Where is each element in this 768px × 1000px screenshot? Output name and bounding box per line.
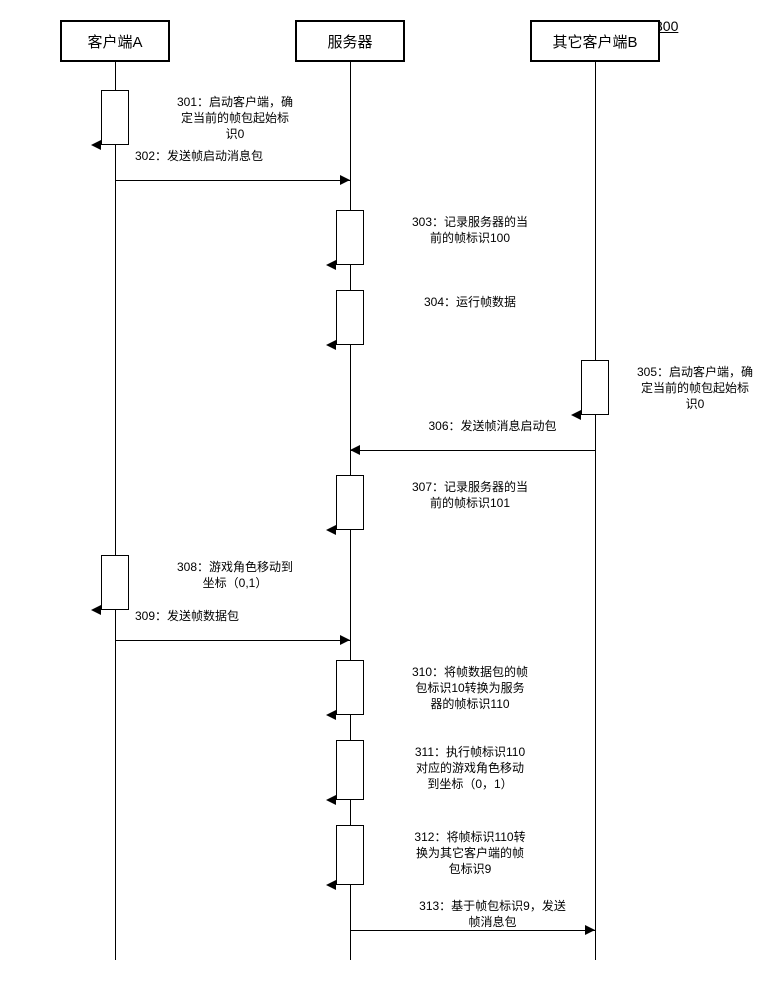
msg-312-label: 312：将帧标识110转 换为其它客户端的帧 包标识9 <box>395 829 545 878</box>
msg-301-label: 301：启动客户端，确 定当前的帧包起始标 识0 <box>160 94 310 143</box>
participant-B: 其它客户端B <box>530 20 660 62</box>
msg-313-label: 313：基于帧包标识9，发送 帧消息包 <box>393 898 593 930</box>
msg-303-arrow <box>326 260 336 270</box>
msg-301-arrow <box>91 140 101 150</box>
msg-310-arrow <box>326 710 336 720</box>
msg-304-arrow <box>326 340 336 350</box>
activation-2 <box>336 290 364 345</box>
participant-S: 服务器 <box>295 20 405 62</box>
msg-311-arrow <box>326 795 336 805</box>
msg-306-head <box>350 445 360 455</box>
msg-302-line <box>115 180 350 181</box>
activation-5 <box>101 555 129 610</box>
sequence-diagram: 300客户端A服务器其它客户端B301：启动客户端，确 定当前的帧包起始标 识0… <box>0 0 768 1000</box>
msg-308-arrow <box>91 605 101 615</box>
msg-307-label: 307：记录服务器的当 前的帧标识101 <box>395 479 545 511</box>
lifeline-A <box>115 62 116 960</box>
participant-A: 客户端A <box>60 20 170 62</box>
msg-306-line <box>350 450 595 451</box>
msg-309-label: 309：发送帧数据包 <box>135 608 335 624</box>
msg-303-label: 303：记录服务器的当 前的帧标识100 <box>395 214 545 246</box>
activation-0 <box>101 90 129 145</box>
activation-6 <box>336 660 364 715</box>
lifeline-B <box>595 62 596 960</box>
msg-302-head <box>340 175 350 185</box>
activation-1 <box>336 210 364 265</box>
msg-307-arrow <box>326 525 336 535</box>
msg-310-label: 310：将帧数据包的帧 包标识10转换为服务 器的帧标识110 <box>395 664 545 713</box>
msg-302-label: 302：发送帧启动消息包 <box>135 148 335 164</box>
msg-308-label: 308：游戏角色移动到 坐标（0,1） <box>160 559 310 591</box>
msg-305-label: 305：启动客户端，确 定当前的帧包起始标 识0 <box>625 364 765 413</box>
msg-309-head <box>340 635 350 645</box>
activation-8 <box>336 825 364 885</box>
activation-4 <box>336 475 364 530</box>
activation-3 <box>581 360 609 415</box>
activation-7 <box>336 740 364 800</box>
msg-306-label: 306：发送帧消息启动包 <box>393 418 593 434</box>
msg-309-line <box>115 640 350 641</box>
msg-312-arrow <box>326 880 336 890</box>
msg-311-label: 311：执行帧标识110 对应的游戏角色移动 到坐标（0，1） <box>395 744 545 793</box>
msg-304-label: 304：运行帧数据 <box>395 294 545 310</box>
